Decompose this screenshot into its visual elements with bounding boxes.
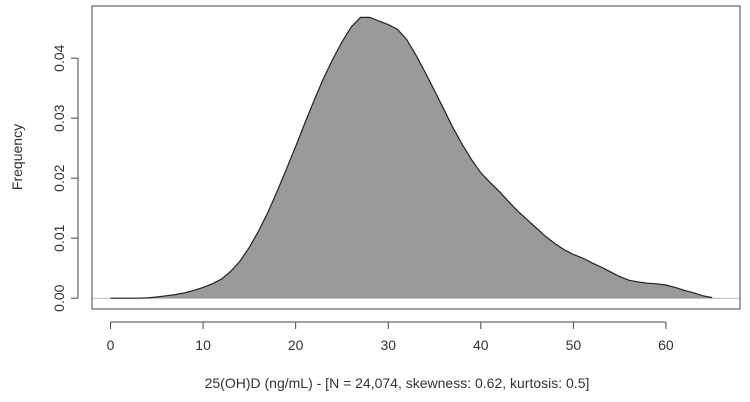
y-tick-label: 0.01	[51, 224, 67, 251]
x-tick-label: 0	[107, 337, 115, 353]
plot-area	[91, 5, 741, 310]
x-tick-label: 30	[380, 337, 396, 353]
x-tick-label: 60	[658, 337, 674, 353]
y-tick-label: 0.00	[51, 284, 67, 311]
y-tick-label: 0.02	[51, 164, 67, 191]
x-axis: 0 10 20 30 40 50 60	[107, 321, 674, 353]
y-tick-label: 0.04	[51, 44, 67, 71]
density-area	[110, 17, 713, 299]
y-axis-title: Frequency	[9, 124, 25, 190]
x-axis-title: 25(OH)D (ng/mL) - [N = 24,074, skewness:…	[205, 375, 590, 391]
x-tick-label: 40	[473, 337, 489, 353]
plot-frame	[91, 5, 741, 310]
y-axis: 0.00 0.01 0.02 0.03 0.04	[51, 44, 79, 312]
y-tick-label: 0.03	[51, 104, 67, 131]
density-line	[110, 16, 713, 299]
x-tick-label: 20	[288, 337, 304, 353]
x-tick-label: 10	[195, 337, 211, 353]
x-tick-label: 50	[566, 337, 582, 353]
